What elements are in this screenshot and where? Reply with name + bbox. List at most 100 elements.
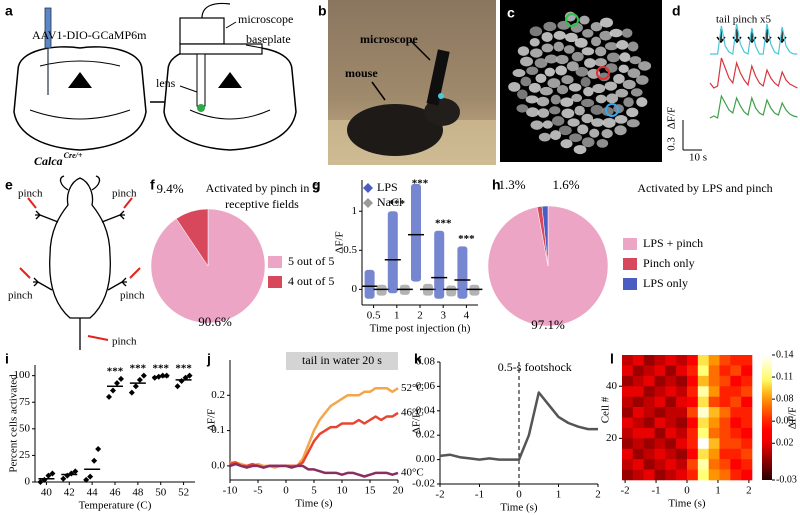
heatmap-cell bbox=[730, 375, 742, 387]
heatmap-cell bbox=[741, 469, 753, 481]
point-spread bbox=[387, 211, 398, 294]
heatmap-cell bbox=[665, 386, 677, 397]
cell bbox=[550, 94, 561, 105]
point-spread bbox=[411, 183, 421, 282]
x-axis-label: Temperature (C) bbox=[79, 500, 152, 512]
cell bbox=[601, 128, 613, 139]
cell bbox=[566, 61, 579, 72]
heatmap-cell bbox=[687, 448, 699, 460]
cell bbox=[564, 32, 578, 43]
point-spread bbox=[434, 230, 445, 299]
heatmap-cell bbox=[730, 438, 742, 450]
x-tick-label: 1 bbox=[556, 489, 562, 501]
heatmap-cell bbox=[654, 407, 666, 418]
cell bbox=[630, 88, 643, 97]
heatmap-cell bbox=[654, 355, 666, 366]
cell bbox=[553, 41, 564, 52]
cell bbox=[547, 78, 561, 89]
lens-label: lens bbox=[156, 76, 176, 90]
heatmap-cell bbox=[708, 438, 720, 450]
heatmap-cell bbox=[730, 469, 742, 481]
x-tick-label: 15 bbox=[365, 485, 377, 497]
pinch-label: pinch bbox=[112, 188, 137, 200]
x-tick-label: 20 bbox=[393, 485, 405, 497]
x-tick-label: 0 bbox=[516, 489, 522, 501]
heatmap-cell bbox=[719, 355, 731, 366]
significance: *** bbox=[152, 363, 169, 375]
genotype-superscript: Cre/+ bbox=[64, 151, 83, 160]
heatmap-cell bbox=[730, 396, 742, 408]
cell bbox=[541, 31, 553, 42]
y-tick-label: 0.2 bbox=[211, 389, 225, 401]
cell bbox=[602, 117, 616, 128]
significance: *** bbox=[130, 363, 147, 375]
line bbox=[439, 391, 598, 461]
heatmap-cell bbox=[643, 375, 655, 387]
heatmap-cell bbox=[719, 386, 731, 397]
panel-label: a bbox=[5, 3, 13, 19]
cell bbox=[549, 106, 561, 115]
cell bbox=[544, 54, 558, 64]
heatmap-cell bbox=[676, 459, 688, 470]
heatmap-cell bbox=[665, 459, 677, 470]
x-axis-label: Time (s) bbox=[668, 498, 706, 510]
heatmap-cell bbox=[632, 386, 644, 397]
line bbox=[229, 411, 399, 469]
heatmap-cell bbox=[643, 365, 655, 377]
scale-bar-y-unit: ΔF/F bbox=[666, 107, 678, 129]
cell bbox=[561, 75, 574, 85]
panel-label: c bbox=[507, 5, 515, 21]
cell bbox=[582, 29, 594, 38]
x-tick-label: 0 bbox=[684, 485, 690, 497]
heatmap-cell bbox=[632, 448, 644, 460]
cell bbox=[591, 118, 604, 127]
heatmap-cell bbox=[741, 355, 753, 366]
cell bbox=[580, 77, 591, 87]
x-tick-label: 42 bbox=[64, 487, 75, 499]
y-tick-label: 0.00 bbox=[416, 453, 436, 465]
data-point bbox=[114, 380, 120, 387]
y-tick-label: 0.1 bbox=[211, 424, 225, 436]
cell bbox=[577, 124, 589, 135]
cell bbox=[560, 97, 574, 107]
cell bbox=[561, 108, 575, 119]
point-spread bbox=[364, 269, 375, 299]
heatmap-cell bbox=[697, 365, 709, 377]
panel-e-mouse bbox=[33, 175, 127, 350]
heatmap-cell bbox=[654, 438, 666, 450]
cell bbox=[539, 86, 553, 96]
pinch-label: pinch bbox=[18, 188, 43, 200]
heatmap-cell bbox=[632, 438, 644, 450]
heatmap-cell bbox=[687, 417, 699, 429]
line bbox=[230, 386, 399, 469]
y-axis-label: ΔF/F bbox=[206, 409, 218, 431]
heatmap-cell bbox=[697, 427, 709, 439]
cell bbox=[528, 82, 541, 93]
panel-label: h bbox=[492, 177, 501, 193]
chart-title: Activated by LPS and pinch bbox=[637, 181, 773, 195]
heatmap-cell bbox=[708, 355, 720, 366]
panel-label: g bbox=[312, 177, 321, 193]
x-tick-label: 1 bbox=[394, 310, 400, 322]
y-tick-label: 1 bbox=[352, 205, 358, 217]
y-tick-label: 0.04 bbox=[416, 404, 436, 416]
legend-swatch bbox=[268, 256, 282, 268]
heatmap-cell bbox=[654, 386, 666, 397]
cell bbox=[606, 93, 619, 104]
heatmap-cell bbox=[741, 459, 753, 470]
data-point bbox=[140, 372, 147, 379]
legend-label: NaCl bbox=[377, 195, 403, 209]
heatmap-cell bbox=[719, 375, 731, 387]
series-label: 52°C bbox=[401, 382, 424, 394]
heatmap-cell bbox=[697, 459, 709, 470]
series-label: 46°C bbox=[401, 406, 424, 418]
colorbar bbox=[762, 355, 772, 480]
heatmap-cell bbox=[665, 438, 677, 450]
heatmap-cell bbox=[632, 407, 644, 418]
heatmap-cell bbox=[719, 365, 731, 377]
cell bbox=[581, 137, 595, 148]
cell bbox=[526, 107, 540, 118]
chart-title: 0.5-s footshock bbox=[498, 360, 572, 374]
heatmap-cell bbox=[741, 407, 753, 418]
cell bbox=[623, 97, 634, 108]
